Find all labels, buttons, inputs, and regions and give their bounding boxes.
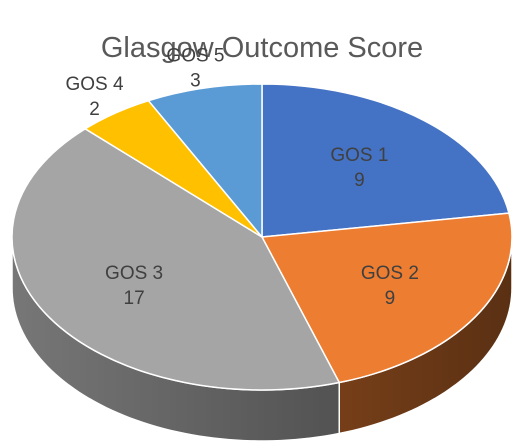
slice-label-gos-4: GOS 4 [65,74,124,95]
slice-label-gos-3: GOS 3 [105,263,163,284]
slice-value-gos-5: 3 [190,70,201,91]
slice-value-gos-3: 17 [124,288,145,309]
pie-slice-gos-2 [261,212,513,384]
slice-label-gos-1: GOS 1 [330,145,388,166]
slice-value-gos-4: 2 [89,99,100,120]
slice-label-gos-2: GOS 2 [361,263,419,284]
pie-slice-gos-5 [147,83,263,238]
pie-slice-gos-1 [261,83,510,238]
pie-labels: GOS 1 9 GOS 2 9 GOS 3 17 GOS 4 2 GOS 5 3 [65,45,418,309]
slice-value-gos-1: 9 [354,170,365,191]
pie-slice-gos-3 [11,128,340,391]
slice-label-gos-5: GOS 5 [166,45,224,66]
chart-title: Glasgow Outcome Score [101,32,423,64]
pie-top [11,83,513,391]
slice-value-gos-2: 9 [385,288,396,309]
